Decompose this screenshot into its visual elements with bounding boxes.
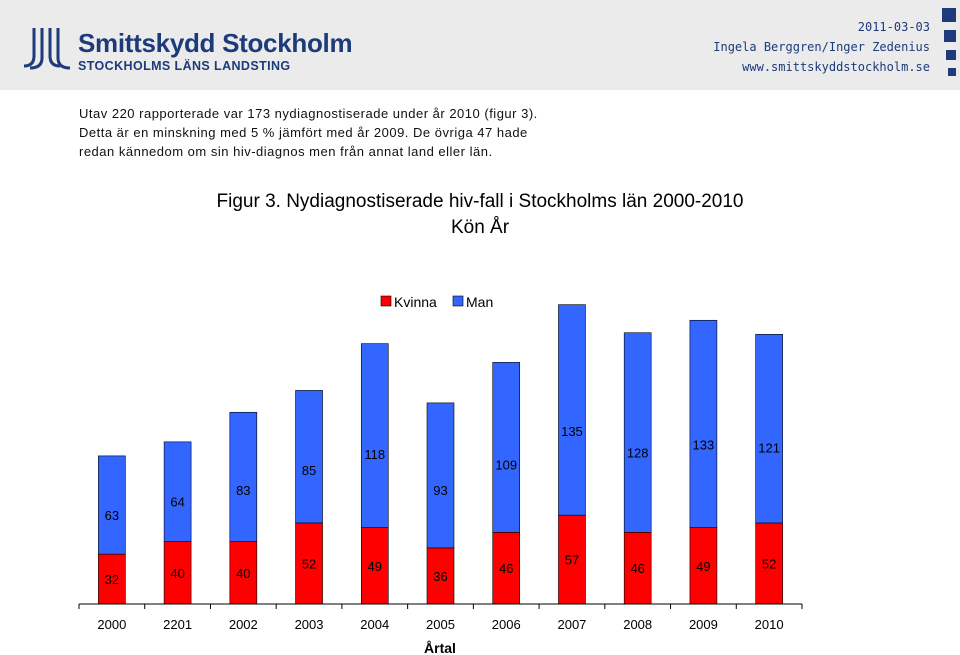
- bar-kvinna-2008: [623, 531, 652, 605]
- x-tick-label-2009: 2009: [689, 617, 718, 632]
- data-label-man-2006: 109: [495, 457, 517, 472]
- x-tick-label-2004: 2004: [360, 617, 389, 632]
- bar-man-2000: [98, 455, 126, 555]
- bar-kvinna-2006: [492, 531, 521, 605]
- bar-man-2008: [623, 332, 652, 533]
- bar-man-2009: [689, 319, 718, 528]
- data-label-man-2003: 85: [302, 463, 316, 478]
- data-label-kvinna-2010: 52: [762, 556, 776, 571]
- x-tick-label-2010: 2010: [755, 617, 784, 632]
- chart-subtitle: Kön År: [450, 217, 510, 238]
- legend-swatch-man: [452, 295, 464, 307]
- bar-man-2010: [755, 333, 783, 524]
- x-tick-label-2007: 2007: [557, 617, 586, 632]
- legend-label-man: Man: [466, 294, 493, 310]
- intro-text: Utav 220 rapporterade var 173 nydiagnost…: [79, 104, 899, 161]
- data-label-kvinna-2002: 40: [236, 566, 250, 581]
- data-label-man-2008: 128: [627, 445, 649, 460]
- header-banner: Smittskydd Stockholm STOCKHOLMS LÄNS LAN…: [0, 0, 960, 90]
- data-label-man-2009: 133: [693, 438, 715, 453]
- org-subtitle: STOCKHOLMS LÄNS LANDSTING: [78, 59, 291, 73]
- bar-kvinna-2002: [229, 541, 258, 605]
- data-label-kvinna-2009: 49: [696, 559, 710, 574]
- data-label-man-2010: 121: [758, 440, 780, 455]
- bar-kvinna-2000: [98, 553, 126, 605]
- chart-title: Figur 3. Nydiagnostiserade hiv-fall i St…: [216, 191, 744, 212]
- x-tick-label-2201: 2201: [163, 617, 192, 632]
- org-name: Smittskydd Stockholm: [78, 28, 353, 58]
- bar-man-2006: [492, 362, 521, 533]
- header-date: 2011-03-03: [857, 20, 930, 34]
- data-label-kvinna-2004: 49: [368, 559, 382, 574]
- bar-man-2007: [558, 304, 586, 516]
- bar-kvinna-2009: [689, 527, 718, 605]
- data-label-man-2201: 64: [170, 495, 184, 510]
- data-label-man-2005: 93: [433, 483, 447, 498]
- bar-man-2004: [360, 343, 389, 528]
- data-label-kvinna-2005: 36: [433, 569, 447, 584]
- data-label-kvinna-2000: 32: [105, 572, 119, 587]
- legend-swatch-kvinna: [380, 295, 392, 307]
- data-label-kvinna-2007: 57: [565, 553, 579, 568]
- data-label-man-2002: 83: [236, 483, 250, 498]
- bar-man-2002: [229, 411, 258, 542]
- header-authors: Ingela Berggren/Inger Zedenius: [713, 40, 930, 54]
- intro-line-1: Utav 220 rapporterade var 173 nydiagnost…: [79, 106, 538, 121]
- bar-kvinna-2007: [558, 514, 586, 605]
- smittskydd-logo-icon: [23, 28, 71, 70]
- intro-line-2: Detta är en minskning med 5 % jämfört me…: [79, 125, 528, 140]
- data-label-kvinna-2006: 46: [499, 561, 513, 576]
- bar-man-2003: [295, 390, 323, 524]
- header-url[interactable]: www.smittskyddstockholm.se: [742, 60, 930, 74]
- decorative-squares: [934, 8, 956, 88]
- x-tick-label-2006: 2006: [492, 617, 521, 632]
- bar-kvinna-2005: [426, 547, 455, 605]
- data-label-man-2000: 63: [105, 508, 119, 523]
- data-label-man-2004: 118: [364, 447, 385, 462]
- x-tick-label-2000: 2000: [97, 617, 126, 632]
- x-tick-label-2002: 2002: [229, 617, 258, 632]
- bar-man-2201: [163, 441, 192, 542]
- x-tick-label-2005: 2005: [426, 617, 455, 632]
- x-axis-title: Årtal: [424, 640, 456, 655]
- legend-label-kvinna: Kvinna: [394, 294, 437, 310]
- data-label-kvinna-2008: 46: [630, 561, 644, 576]
- bar-kvinna-2201: [163, 541, 192, 605]
- data-label-man-2007: 135: [561, 424, 583, 439]
- x-tick-label-2003: 2003: [295, 617, 324, 632]
- bar-man-2005: [426, 402, 455, 549]
- bar-kvinna-2010: [755, 522, 783, 605]
- data-label-kvinna-2201: 40: [170, 566, 184, 581]
- data-label-kvinna-2003: 52: [302, 556, 316, 571]
- intro-line-3: redan kännedom om sin hiv-diagnos men fr…: [79, 144, 493, 159]
- x-tick-label-2008: 2008: [623, 617, 652, 632]
